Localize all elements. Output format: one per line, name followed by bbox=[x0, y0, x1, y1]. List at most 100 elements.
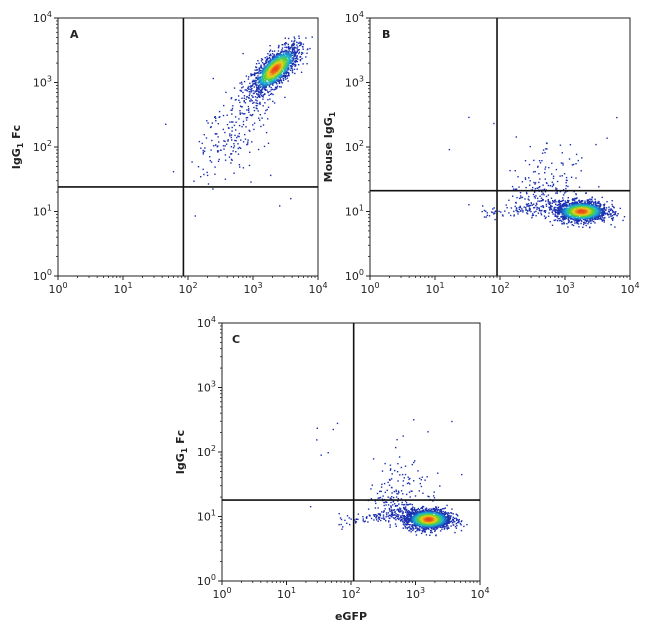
panel-c-event-point bbox=[443, 512, 446, 514]
panel-a-event-point bbox=[287, 60, 290, 62]
panel-a-event-point bbox=[292, 51, 294, 53]
panel-c-event-point bbox=[396, 509, 398, 511]
panel-c-event-point bbox=[446, 528, 448, 530]
panel-b-event-point bbox=[492, 211, 494, 214]
panel-b-event-point bbox=[549, 208, 551, 211]
panel-b-event-point bbox=[564, 202, 566, 204]
panel-c-event-point bbox=[381, 483, 383, 485]
panel-a-event-point bbox=[280, 51, 282, 54]
panel-c-event-point bbox=[412, 509, 414, 512]
panel-b-event-point bbox=[582, 210, 585, 212]
panel-b-event-point bbox=[600, 217, 602, 219]
panel-b-event-point bbox=[568, 158, 571, 160]
panel-c-event-point bbox=[339, 517, 342, 519]
panel-c-event-point bbox=[433, 512, 435, 514]
panel-a-event-point bbox=[259, 69, 262, 72]
panel-b-event-point bbox=[610, 214, 612, 216]
panel-c-event-point bbox=[455, 523, 457, 525]
panel-b-event-point bbox=[547, 200, 549, 202]
panel-b-event-point bbox=[611, 200, 613, 202]
panel-c-event-point bbox=[407, 520, 409, 523]
panel-a-event-point bbox=[274, 75, 277, 77]
panel-b-event-point bbox=[568, 200, 570, 202]
panel-c-event-point bbox=[422, 506, 425, 508]
panel-b-event-point bbox=[527, 198, 529, 200]
panel-c-event-point bbox=[437, 508, 440, 511]
panel-a-event-point bbox=[296, 44, 298, 46]
panel-a-event-point bbox=[265, 109, 267, 112]
panel-c-event-point bbox=[388, 484, 391, 486]
panel-b-event-point bbox=[622, 219, 624, 222]
panel-c-event-point bbox=[340, 518, 343, 521]
panel-b-event-point bbox=[533, 211, 536, 213]
panel-c-event-point bbox=[388, 507, 391, 510]
panel-b-event-point bbox=[612, 211, 614, 214]
panel-b-event-point bbox=[573, 213, 575, 215]
panel-b-event-point bbox=[555, 192, 557, 194]
panel-b-event-point bbox=[522, 211, 524, 213]
panel-a-event-point bbox=[259, 91, 261, 93]
panel-a-event-point bbox=[269, 74, 271, 76]
panel-b-event-point bbox=[486, 214, 488, 217]
panel-a-event-point bbox=[286, 68, 288, 70]
panel-c-event-point bbox=[430, 511, 433, 513]
panel-a-event-point bbox=[224, 145, 226, 147]
panel-b-x-ticks: 100 101 102 103 104 bbox=[360, 276, 640, 296]
panel-a-event-point bbox=[276, 85, 279, 87]
panel-b-event-point bbox=[515, 209, 517, 212]
panel-b-event-point bbox=[550, 206, 552, 208]
panel-b-event-point bbox=[533, 159, 535, 162]
panel-b-event-point bbox=[590, 222, 592, 224]
panel-c-event-point bbox=[421, 513, 423, 515]
panel-b-event-point bbox=[541, 152, 544, 154]
panel-c-event-point bbox=[382, 495, 384, 497]
panel-b-event-point bbox=[539, 186, 541, 188]
panel-b-event-point bbox=[601, 196, 603, 199]
panel-a-event-point bbox=[257, 96, 260, 98]
panel-a-event-point bbox=[255, 99, 257, 101]
panel-b-event-point bbox=[515, 136, 517, 138]
panel-a-event-point bbox=[271, 64, 273, 66]
panel-b-event-point bbox=[539, 162, 542, 164]
panel-a-event-point bbox=[264, 67, 266, 69]
panel-a-y-tick-label: 101 bbox=[33, 204, 52, 219]
panel-b-event-point bbox=[568, 220, 570, 222]
panel-a-event-point bbox=[287, 56, 289, 58]
panel-c-event-point bbox=[416, 527, 418, 529]
panel-a-event-point bbox=[269, 50, 271, 53]
panel-b-event-point bbox=[531, 217, 533, 219]
panel-c-event-point bbox=[451, 522, 454, 524]
panel-a-x-ticks: 100 101 102 103 104 bbox=[48, 276, 328, 296]
panel-b-event-point bbox=[556, 209, 558, 211]
panel-a-event-point bbox=[247, 87, 249, 90]
panel-a-event-point bbox=[264, 82, 266, 84]
panel-a-event-point bbox=[247, 109, 250, 112]
panel-c-event-point bbox=[381, 470, 384, 472]
panel-b-event-point bbox=[566, 223, 568, 225]
panel-b-event-point bbox=[523, 206, 525, 208]
panel-c-event-point bbox=[436, 509, 439, 512]
panel-c-event-point bbox=[406, 517, 408, 519]
panel-c-event-point bbox=[402, 515, 405, 518]
panel-c-event-point bbox=[316, 439, 318, 441]
panel-a-event-point bbox=[268, 84, 270, 87]
panel-b-event-point bbox=[544, 151, 546, 154]
panel-c-event-point bbox=[408, 519, 410, 522]
panel-a-event-point bbox=[288, 54, 291, 57]
panel-c-event-point bbox=[380, 490, 382, 493]
panel-c-event-point bbox=[457, 520, 460, 522]
panel-c-event-point bbox=[435, 526, 437, 529]
panel-a-event-point bbox=[218, 116, 220, 118]
panel-c-event-point bbox=[389, 510, 391, 513]
panel-b-event-point bbox=[545, 210, 547, 212]
panel-a-event-point bbox=[294, 63, 296, 65]
panel-b-event-point bbox=[578, 226, 580, 228]
panel-b-event-point bbox=[585, 192, 587, 194]
panel-c-event-point bbox=[404, 520, 406, 522]
panel-a-event-point bbox=[280, 69, 282, 71]
panel-a-event-point bbox=[269, 67, 271, 69]
panel-c-event-point bbox=[428, 496, 430, 498]
panel-b-event-point bbox=[545, 203, 547, 206]
panel-c-event-point bbox=[407, 523, 409, 525]
